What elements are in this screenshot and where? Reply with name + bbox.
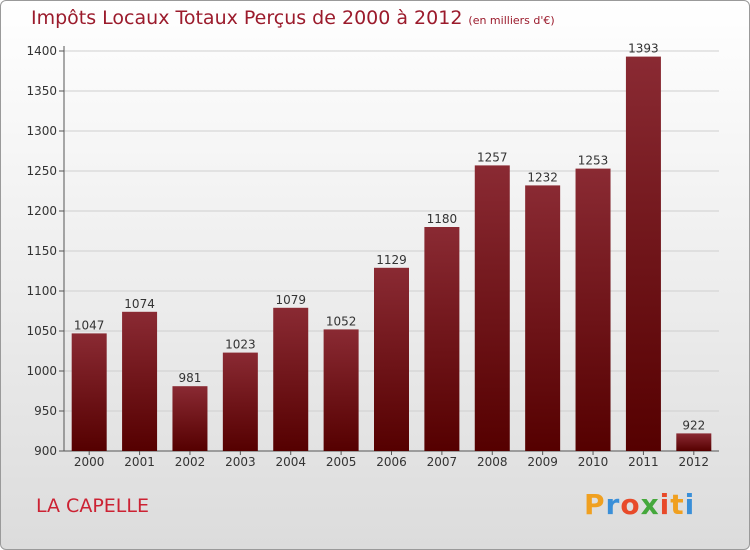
bar-2004 — [273, 307, 309, 451]
city-name: LA CAPELLE — [36, 495, 149, 517]
bar-2012 — [676, 433, 712, 451]
bar-2006 — [374, 267, 409, 451]
x-tick-label-2009: 2009 — [527, 455, 558, 469]
x-tick-label-2010: 2010 — [578, 455, 609, 469]
data-label-2008: 1257 — [477, 150, 508, 164]
bar-2007 — [424, 227, 460, 451]
x-tick-label-2008: 2008 — [477, 455, 508, 469]
data-label-2011: 1393 — [628, 42, 659, 56]
chart-subtitle: (en milliers d'€) — [468, 14, 555, 27]
proxiti-logo: Proxiti — [584, 488, 695, 521]
bar-2002 — [172, 386, 208, 451]
y-tick-label: 1100 — [26, 284, 57, 298]
bar-2009 — [525, 185, 561, 451]
logo-letter: i — [684, 488, 696, 521]
y-tick-label: 1400 — [26, 44, 57, 58]
y-tick-label: 1350 — [26, 84, 57, 98]
x-tick-label-2006: 2006 — [376, 455, 407, 469]
x-tick-label-2012: 2012 — [679, 455, 710, 469]
x-tick-label-2002: 2002 — [175, 455, 206, 469]
bar-2008 — [474, 165, 510, 451]
logo-letter: P — [584, 488, 606, 521]
chart-title-text: Impôts Locaux Totaux Perçus de 2000 à 20… — [31, 7, 463, 29]
bar-2003 — [222, 352, 258, 451]
x-tick-label-2003: 2003 — [225, 455, 256, 469]
bar-2011 — [625, 56, 661, 451]
y-tick-label: 1050 — [26, 324, 57, 338]
data-label-2007: 1180 — [427, 212, 458, 226]
bar-2001 — [122, 311, 158, 451]
y-tick-label: 1000 — [26, 364, 57, 378]
x-tick-label-2011: 2011 — [628, 455, 659, 469]
bar-2000 — [71, 333, 107, 451]
x-tick-label-2000: 2000 — [74, 455, 105, 469]
data-label-2012: 922 — [682, 418, 705, 432]
data-label-2004: 1079 — [275, 293, 306, 307]
bar-2010 — [575, 168, 611, 451]
y-tick-label: 1200 — [26, 204, 57, 218]
data-label-2003: 1023 — [225, 338, 256, 352]
logo-letter: x — [640, 488, 660, 521]
chart-title: Impôts Locaux Totaux Perçus de 2000 à 20… — [31, 7, 555, 29]
y-tick-label: 1300 — [26, 124, 57, 138]
data-label-2001: 1074 — [124, 297, 155, 311]
y-tick-label: 900 — [34, 444, 57, 458]
data-label-2000: 1047 — [74, 318, 105, 332]
data-label-2002: 981 — [179, 371, 202, 385]
x-tick-label-2004: 2004 — [275, 455, 306, 469]
x-tick-label-2007: 2007 — [427, 455, 458, 469]
data-label-2009: 1232 — [527, 170, 558, 184]
y-tick-label: 1250 — [26, 164, 57, 178]
y-tick-label: 1150 — [26, 244, 57, 258]
logo-letter: i — [659, 488, 671, 521]
bar-2005 — [323, 329, 359, 451]
x-tick-label-2001: 2001 — [124, 455, 155, 469]
logo-letter: t — [670, 488, 685, 521]
data-label-2005: 1052 — [326, 314, 357, 328]
logo-letter: o — [620, 488, 641, 521]
bar-chart: 900 950 1000 1050 1100 1150 1200 1250 1300 1350 14… — [26, 42, 719, 469]
y-tick-label: 950 — [34, 404, 57, 418]
x-tick-label-2005: 2005 — [326, 455, 357, 469]
data-label-2010: 1253 — [578, 154, 609, 168]
data-label-2006: 1129 — [376, 253, 407, 267]
logo-letter: r — [605, 488, 621, 521]
